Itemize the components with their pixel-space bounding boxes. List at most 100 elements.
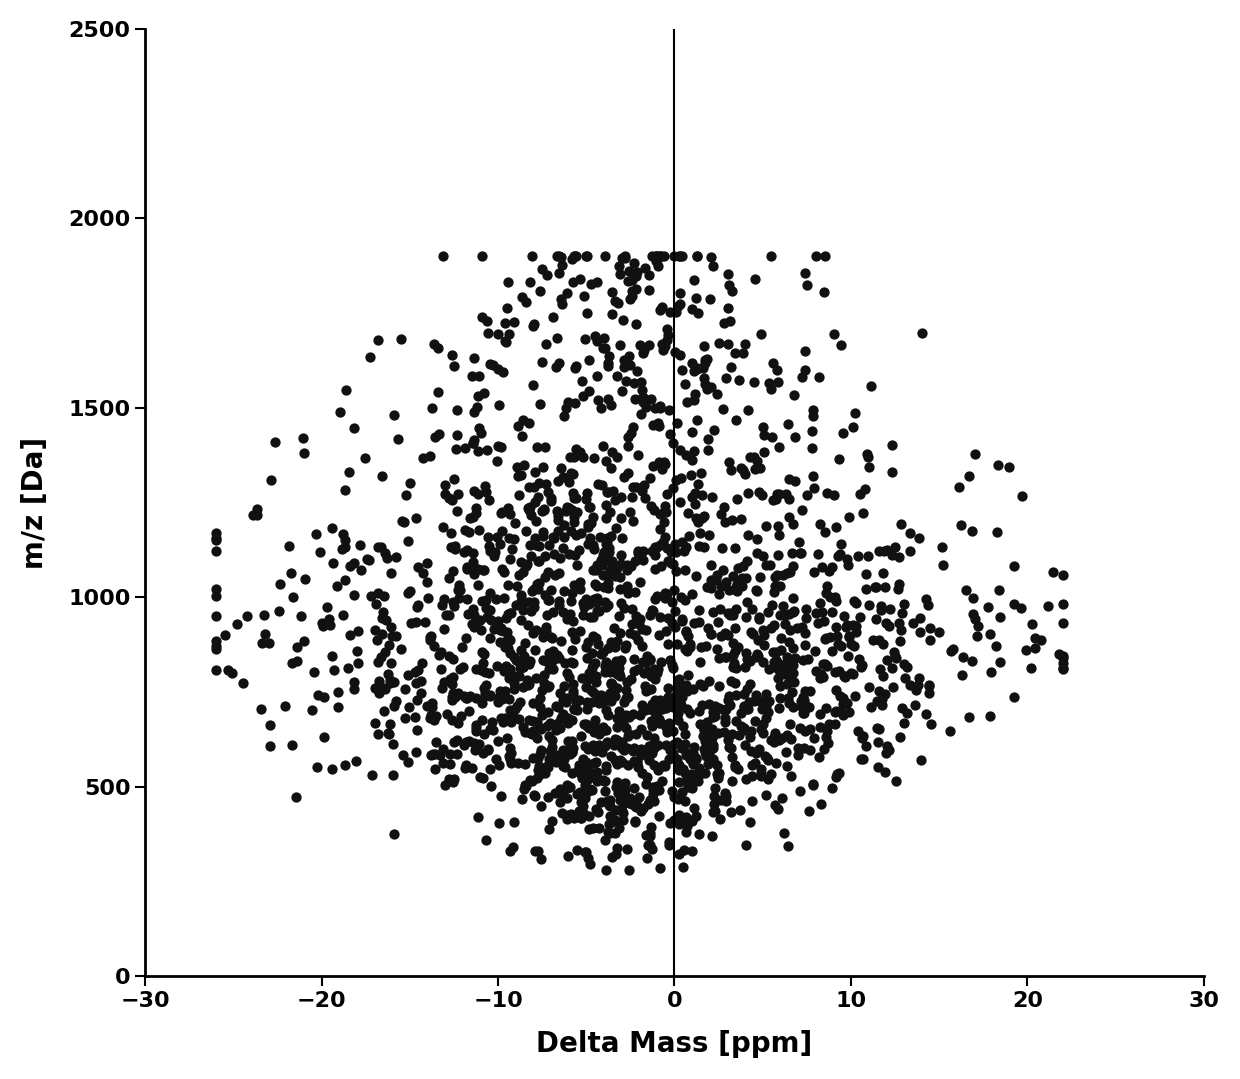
- Point: [575, 331, 595, 349]
- Point: [822, 780, 842, 797]
- Point: [490, 633, 510, 651]
- Point: [875, 615, 895, 632]
- Point: [694, 370, 714, 387]
- Point: [346, 753, 366, 770]
- Point: [560, 465, 580, 482]
- Point: [699, 741, 719, 759]
- Point: [826, 592, 846, 610]
- Point: [448, 401, 467, 419]
- Point: [655, 757, 675, 775]
- Point: [563, 739, 583, 756]
- Point: [206, 638, 226, 655]
- Point: [868, 759, 888, 776]
- Point: [844, 404, 864, 421]
- Point: [589, 736, 609, 753]
- Point: [598, 706, 618, 723]
- Point: [601, 633, 621, 651]
- Point: [472, 309, 492, 326]
- Point: [799, 803, 818, 820]
- Point: [587, 723, 606, 740]
- Point: [464, 606, 484, 624]
- Point: [766, 754, 786, 771]
- Point: [551, 460, 570, 477]
- Point: [776, 486, 796, 503]
- Point: [879, 617, 899, 634]
- Point: [572, 727, 591, 745]
- Point: [422, 399, 441, 416]
- Point: [657, 724, 677, 741]
- Point: [813, 740, 833, 757]
- Point: [556, 654, 575, 671]
- Point: [641, 824, 661, 842]
- Point: [577, 718, 596, 735]
- Point: [510, 693, 529, 710]
- Point: [1053, 595, 1073, 612]
- Point: [477, 324, 497, 341]
- Point: [480, 542, 500, 559]
- Point: [858, 448, 878, 465]
- Point: [681, 636, 701, 653]
- Point: [630, 789, 650, 806]
- Point: [608, 448, 627, 465]
- Point: [718, 300, 738, 317]
- Point: [859, 678, 879, 695]
- Point: [588, 589, 608, 606]
- Point: [609, 257, 629, 274]
- Point: [574, 606, 594, 624]
- Point: [529, 475, 549, 492]
- Point: [528, 552, 548, 570]
- Point: [379, 637, 399, 654]
- Point: [596, 509, 616, 527]
- Point: [546, 784, 565, 802]
- Point: [794, 704, 813, 721]
- Point: [505, 700, 525, 718]
- Point: [368, 725, 388, 742]
- Point: [853, 504, 873, 521]
- Point: [492, 560, 512, 577]
- Point: [614, 599, 634, 616]
- Point: [663, 247, 683, 264]
- Point: [598, 597, 618, 614]
- Point: [582, 694, 601, 711]
- Point: [583, 657, 603, 674]
- Point: [461, 759, 481, 776]
- Point: [639, 738, 658, 755]
- Point: [805, 642, 825, 659]
- Point: [693, 338, 713, 355]
- Point: [670, 671, 689, 688]
- Point: [737, 593, 756, 611]
- Point: [962, 652, 982, 669]
- Point: [564, 700, 584, 718]
- Point: [680, 704, 699, 721]
- Point: [686, 495, 706, 513]
- Point: [768, 660, 787, 678]
- Point: [606, 679, 626, 696]
- Point: [551, 549, 570, 566]
- Point: [683, 751, 703, 768]
- Point: [304, 664, 324, 681]
- Point: [811, 719, 831, 736]
- Point: [725, 619, 745, 637]
- Point: [321, 761, 341, 778]
- Point: [609, 737, 629, 754]
- Point: [663, 582, 683, 599]
- Point: [579, 670, 599, 687]
- Point: [647, 737, 667, 754]
- Point: [723, 634, 743, 652]
- Point: [332, 606, 352, 624]
- Point: [682, 779, 702, 796]
- Point: [605, 639, 625, 656]
- Point: [882, 546, 901, 563]
- Point: [722, 740, 742, 757]
- Point: [574, 715, 594, 733]
- Point: [466, 689, 486, 707]
- Point: [521, 653, 541, 670]
- Point: [869, 683, 889, 700]
- Point: [748, 647, 768, 665]
- Point: [484, 721, 503, 738]
- Point: [365, 620, 384, 638]
- Point: [316, 598, 336, 615]
- Point: [869, 721, 889, 738]
- Point: [523, 478, 543, 495]
- Point: [694, 508, 714, 525]
